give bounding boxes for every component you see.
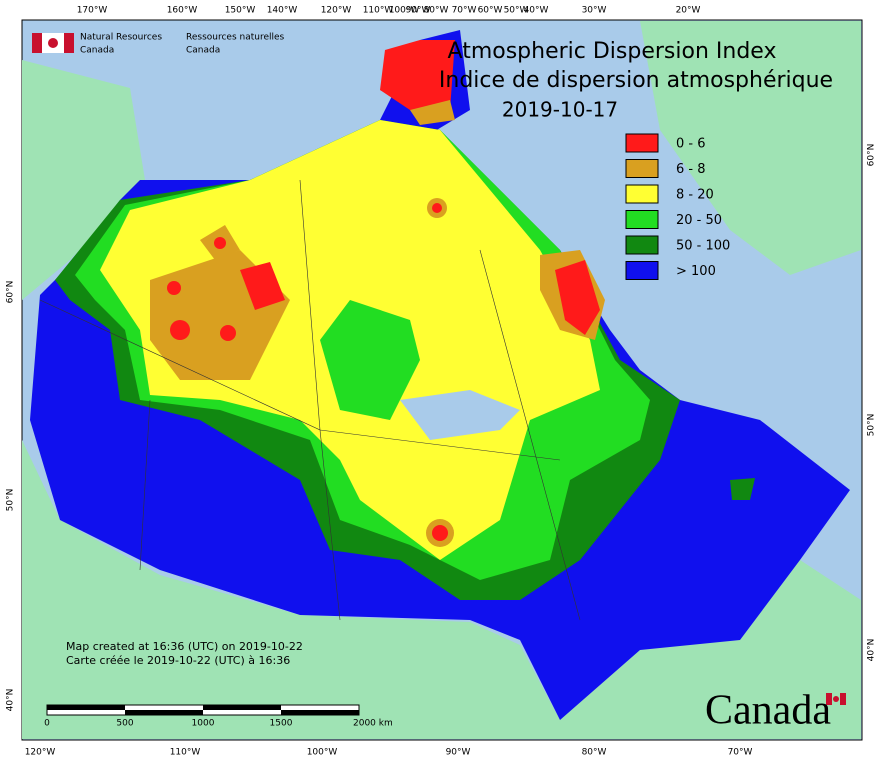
graticule-label: 50°W [504,6,529,16]
graticule-label: 90°W [406,6,431,16]
graticule-label: 80°W [424,6,449,16]
graticule-label: 100°W [389,6,420,16]
graticule-label: 60°N [867,144,877,167]
scale-bar [46,704,360,716]
graticule-label: 150°W [225,6,256,16]
title: Indice de dispersion atmosphérique [439,68,833,93]
scale-label: 0 [44,719,50,729]
graticule-label: 60°N [6,281,16,304]
legend-swatch [625,184,659,204]
graticule-label: 110°W [170,748,201,758]
wordmark: Canada [705,688,831,734]
legend-swatch [625,159,659,178]
legend-label: 50 - 100 [676,239,730,254]
graticule-label: 100°W [307,748,338,758]
agency-en: Natural Resources [80,33,162,43]
credit: Carte créée le 2019-10-22 (UTC) à 16:36 [66,654,290,667]
wordmark-flag [826,693,846,705]
credit: Map created at 16:36 (UTC) on 2019-10-22 [66,640,303,653]
graticule-label: 50°N [6,489,16,512]
graticule-label: 120°W [321,6,352,16]
graticule-label: 90°W [446,748,471,758]
graticule-label: 40°N [6,689,16,712]
graticule-label: 160°W [167,6,198,16]
graticule-label: 70°W [728,748,753,758]
graticule-label: 140°W [267,6,298,16]
title: Atmospheric Dispersion Index [448,39,777,64]
legend-label: 0 - 6 [676,137,706,152]
graticule-label: 70°W [452,6,477,16]
graticule-label: 20°W [676,6,701,16]
scale-label: 500 [116,719,133,729]
graticule-label: 50°N [867,414,877,437]
legend-label: 6 - 8 [676,162,706,177]
agency-fr: Ressources naturelles [186,33,285,43]
scale-label: 2000 km [353,719,393,729]
agency-logo [32,33,74,53]
graticule-label: 80°W [582,748,607,758]
graticule-label: 40°W [524,6,549,16]
legend-swatch [625,261,659,280]
legend-swatch [625,133,659,153]
land [22,21,861,739]
graticule-label: 60°W [478,6,503,16]
legend-label: > 100 [676,264,716,279]
legend-label: 8 - 20 [676,188,714,203]
date: 2019-10-17 [502,98,618,122]
scale-label: 1500 [270,719,293,729]
graticule-label: 170°W [77,6,108,16]
legend-label: 20 - 50 [676,213,722,228]
legend-swatch [625,210,659,229]
agency-en: Canada [80,46,114,56]
legend-swatch [625,235,659,255]
scale-label: 1000 [192,719,215,729]
graticule-label: 110°W [363,6,394,16]
graticule-label: 30°W [582,6,607,16]
graticule-label: 40°N [867,639,877,662]
agency-fr: Canada [186,46,220,56]
graticule-label: 120°W [25,748,56,758]
